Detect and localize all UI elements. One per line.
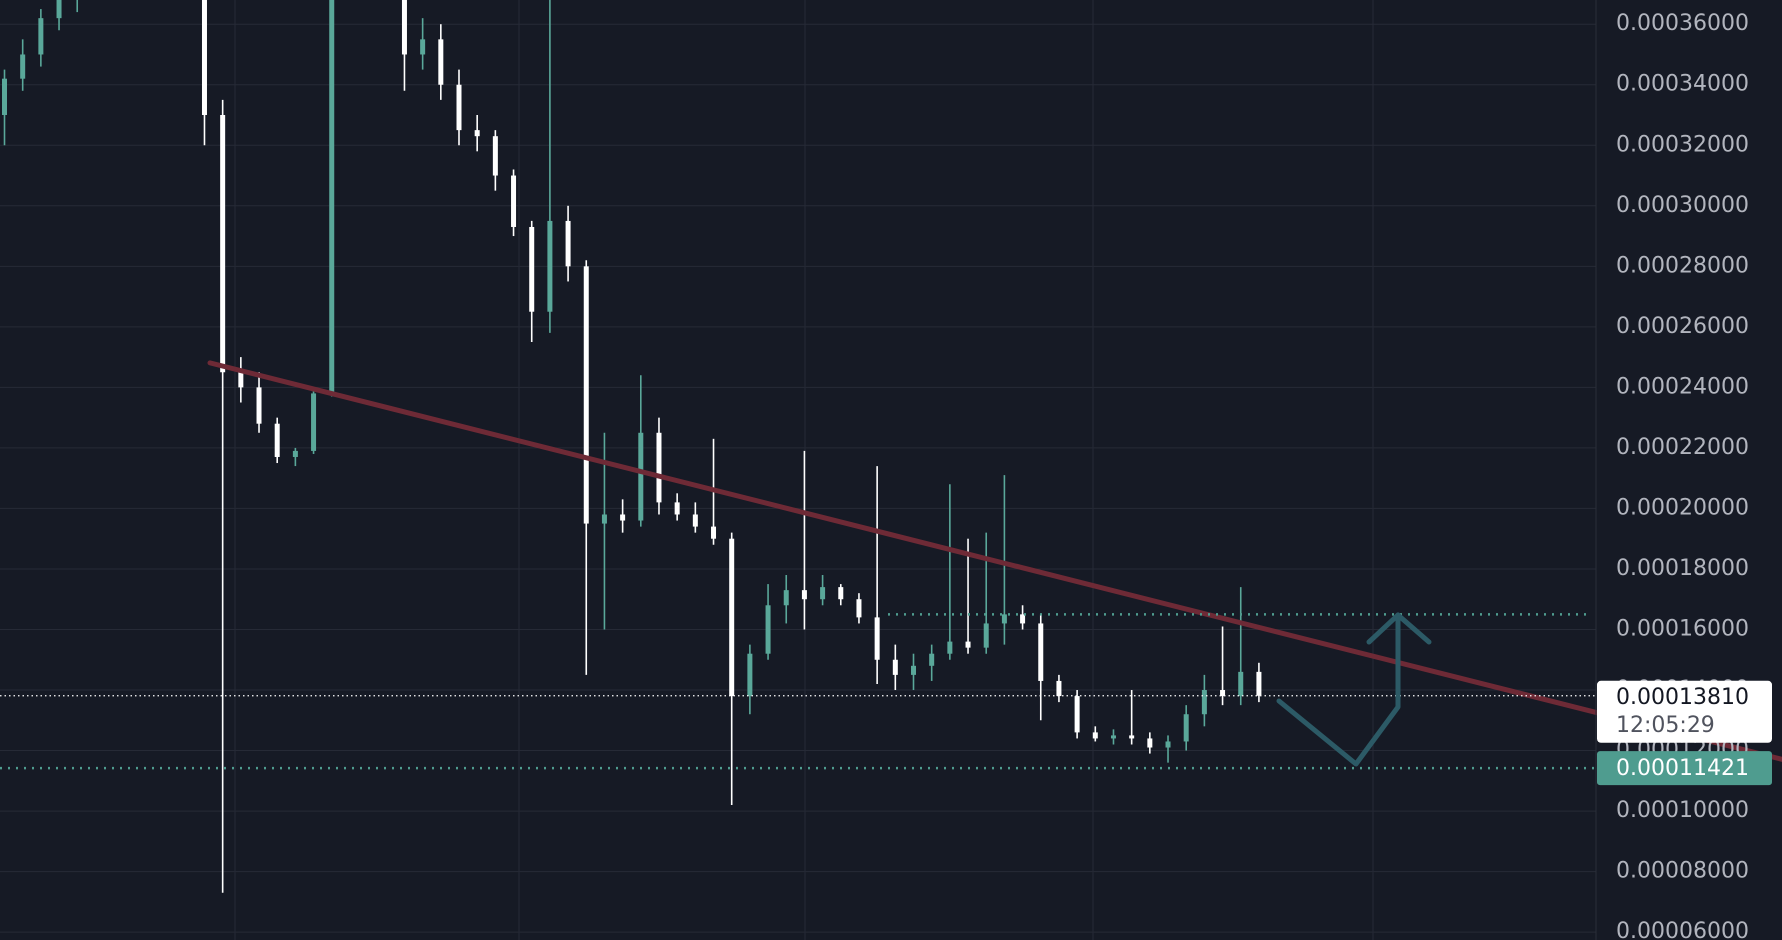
- y-tick-label: 0.00030000: [1616, 193, 1749, 218]
- candle-body: [256, 387, 262, 424]
- y-tick-label: 0.00026000: [1616, 314, 1749, 339]
- candle-body: [2, 78, 7, 116]
- candle-body: [311, 393, 317, 451]
- candle-body: [529, 226, 535, 312]
- candle-body: [511, 175, 517, 227]
- candle-body: [329, 0, 335, 394]
- candle-body: [401, 0, 407, 55]
- y-tick-label: 0.00010000: [1616, 798, 1749, 823]
- candle-body: [292, 450, 298, 457]
- candle-body: [492, 136, 498, 176]
- candle-body: [1165, 741, 1171, 748]
- candle-body: [656, 432, 662, 503]
- candle-body: [474, 130, 480, 137]
- candle-body: [1020, 614, 1026, 624]
- y-tick-label: 0.00028000: [1616, 253, 1749, 278]
- candle-body: [547, 220, 553, 312]
- candle-body: [20, 54, 26, 79]
- candle-body: [1183, 714, 1189, 742]
- support-level-label: 0.00011421: [1616, 756, 1749, 781]
- candle-body: [1092, 732, 1098, 739]
- y-tick-label: 0.00036000: [1616, 11, 1749, 36]
- candle-body: [1201, 690, 1207, 715]
- candle-body: [274, 423, 280, 457]
- candle-body: [1256, 671, 1262, 696]
- candle-body: [1074, 696, 1080, 733]
- candle-body: [801, 590, 807, 600]
- candle-body: [456, 84, 462, 131]
- arrow-head: [1366, 612, 1432, 645]
- candle-body: [420, 39, 426, 55]
- candle-body: [711, 526, 717, 539]
- candle-body: [620, 514, 626, 521]
- candle-body: [565, 220, 571, 267]
- support-level-box: [1597, 751, 1772, 786]
- last-price-box: [1597, 680, 1772, 743]
- candle-body: [1238, 671, 1244, 697]
- countdown-label: 12:05:29: [1616, 713, 1715, 738]
- candle-body: [601, 514, 607, 524]
- candle-body: [965, 641, 971, 648]
- y-tick-label: 0.00018000: [1616, 556, 1749, 581]
- trendline: [207, 360, 1782, 762]
- candle-body: [220, 115, 226, 373]
- projection-arrow: [1276, 612, 1432, 767]
- candle-body: [638, 432, 644, 521]
- candle-body: [892, 659, 898, 675]
- last-price-label: 0.00013810: [1616, 685, 1749, 710]
- candle-body: [929, 653, 935, 666]
- candle-body: [1001, 614, 1007, 624]
- y-tick-label: 0.00024000: [1616, 374, 1749, 399]
- candle-body: [911, 665, 916, 675]
- candle-body: [729, 538, 735, 697]
- candle-body: [1038, 623, 1044, 681]
- candle-body: [783, 590, 789, 606]
- candle-body: [56, 0, 62, 19]
- candle-body: [1220, 690, 1226, 697]
- candle-body: [38, 18, 44, 55]
- candle-body: [983, 623, 989, 648]
- candle-body: [1110, 735, 1116, 739]
- candle-body: [583, 266, 589, 524]
- candle-body: [765, 605, 771, 654]
- candle-body: [747, 653, 753, 697]
- candle-body: [856, 599, 862, 618]
- y-tick-label: 0.00034000: [1616, 72, 1749, 97]
- candle-body: [838, 587, 844, 600]
- candle-body: [820, 587, 826, 600]
- y-tick-label: 0.00006000: [1616, 919, 1749, 940]
- candle-body: [1147, 738, 1153, 748]
- y-tick-label: 0.00032000: [1616, 132, 1749, 157]
- candle-body: [1056, 680, 1062, 697]
- y-tick-label: 0.00016000: [1616, 616, 1749, 641]
- candle-body: [947, 641, 953, 654]
- candle-body: [692, 514, 698, 527]
- y-tick-label: 0.00022000: [1616, 435, 1749, 460]
- y-tick-label: 0.00020000: [1616, 495, 1749, 520]
- candle-body: [674, 502, 680, 515]
- candle-body: [238, 372, 244, 388]
- candle-body: [1129, 735, 1135, 739]
- candle-body: [874, 617, 880, 660]
- y-tick-label: 0.00008000: [1616, 859, 1749, 884]
- candle-body: [438, 39, 444, 85]
- candle-body: [201, 0, 207, 116]
- arrow-path: [1276, 612, 1401, 767]
